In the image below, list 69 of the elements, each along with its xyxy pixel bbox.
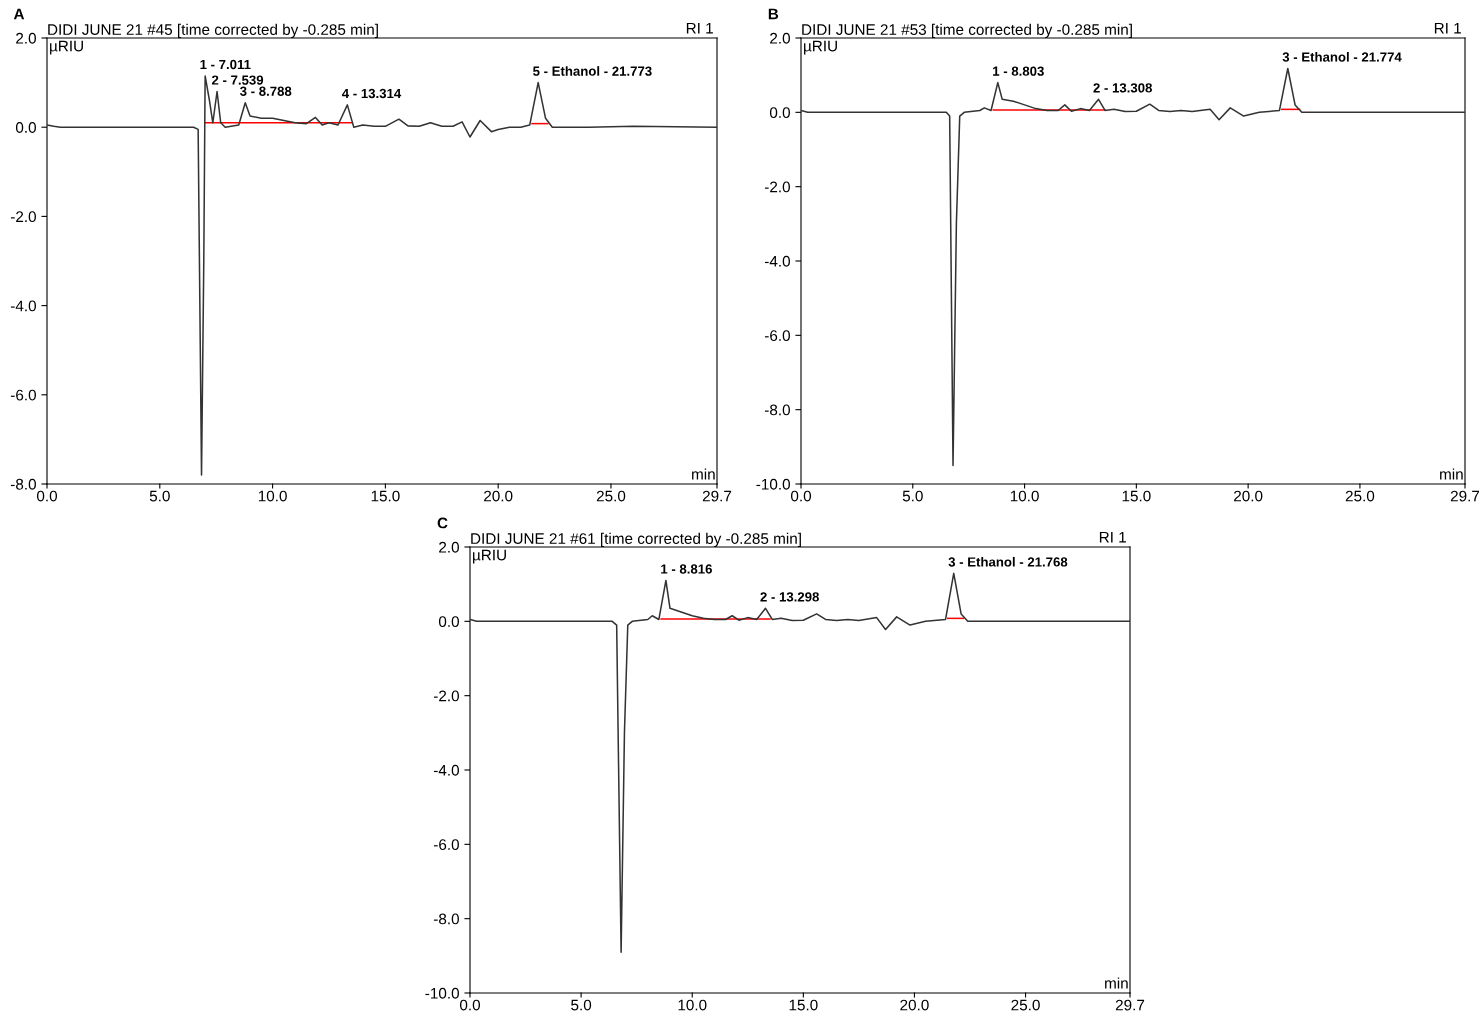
annotation: 2 - 13.308 (1093, 83, 1152, 93)
x-tick-label: 15.0 (1122, 490, 1151, 502)
x-tick-label: 25.0 (1345, 490, 1375, 502)
x-tick-label: 29.7 (702, 490, 732, 502)
annotation: 2 - 13.298 (760, 592, 819, 602)
text: RI 1 (1434, 22, 1461, 34)
x-tick-label: 10.0 (678, 999, 707, 1011)
x-tick-label: 5.0 (902, 490, 923, 502)
x-tick-label: 20.0 (484, 490, 513, 502)
x-tick-label: 15.0 (789, 999, 818, 1011)
text: B (768, 8, 779, 20)
x-tick-label: 0.0 (459, 999, 481, 1011)
x-axis-title: min (1105, 977, 1128, 989)
text: A (13, 8, 25, 20)
y-tick-label: -4.0 (10, 300, 36, 312)
annotation: 2 - 7.539 (211, 75, 264, 85)
annotation: 1 - 8.803 (993, 66, 1044, 76)
x-tick-label: 10.0 (258, 490, 287, 502)
annotation: 3 - Ethanol - 21.768 (948, 556, 1068, 567)
y-tick-label: -4.0 (433, 764, 459, 776)
y-axis-title: µRIU (50, 40, 83, 55)
x-axis-title: min (692, 468, 715, 480)
x-tick-label: 5.0 (571, 999, 592, 1011)
y-tick-label: -10.0 (756, 478, 790, 490)
chart-title: DIDI JUNE 21 #61 [time corrected by -0.285 min] (471, 532, 801, 547)
x-tick-label: 20.0 (900, 999, 929, 1011)
line-series (801, 67, 1465, 467)
y-tick-label: -4.0 (764, 255, 790, 267)
x-tick-label: 5.0 (149, 490, 170, 502)
y-tick-label: -8.0 (433, 913, 459, 925)
text: C (437, 517, 448, 529)
line-series (470, 572, 1130, 953)
y-tick-label: -2.0 (433, 690, 459, 702)
y-tick-label: 0.0 (15, 122, 36, 133)
annotation: 4 - 13.314 (341, 88, 402, 99)
x-tick-label: 25.0 (1011, 999, 1040, 1011)
annotation: 1 - 7.011 (200, 59, 251, 70)
x-axis-title: min (1440, 468, 1463, 480)
y-axis-title: µRIU (473, 549, 506, 564)
chart-title: DIDI JUNE 21 #45 [time corrected by -0.285 min] (48, 23, 378, 38)
x-tick-label: 0.0 (790, 490, 812, 502)
text: RI 1 (1099, 531, 1126, 543)
x-tick-label: 29.7 (1450, 490, 1479, 502)
x-tick-label: 10.0 (1010, 490, 1039, 502)
y-tick-label: -6.0 (433, 839, 459, 851)
y-axis-title: µRIU (804, 40, 837, 55)
annotation: 1 - 8.816 (661, 564, 712, 574)
x-tick-label: 20.0 (1234, 490, 1263, 502)
chart-title: DIDI JUNE 21 #53 [time corrected by -0.285 min] (802, 23, 1132, 38)
y-tick-label: 2.0 (16, 32, 36, 44)
y-tick-label: -8.0 (10, 478, 36, 490)
annotation: 3 - 8.788 (240, 86, 292, 96)
y-tick-label: 2.0 (770, 32, 790, 44)
y-tick-label: -2.0 (764, 181, 790, 193)
x-tick-label: 29.7 (1115, 999, 1145, 1011)
y-tick-label: 0.0 (769, 107, 790, 119)
y-tick-label: -8.0 (764, 404, 790, 416)
x-tick-label: 25.0 (596, 490, 626, 502)
x-tick-label: 15.0 (371, 490, 400, 502)
annotation: 5 - Ethanol - 21.773 (533, 66, 652, 76)
y-tick-label: -10.0 (425, 987, 459, 999)
y-tick-label: 0.0 (438, 616, 459, 628)
text: RI 1 (686, 22, 713, 34)
y-tick-label: -6.0 (764, 330, 790, 342)
y-tick-label: 2.0 (439, 541, 459, 553)
y-tick-label: -6.0 (10, 389, 36, 401)
x-tick-label: 0.0 (36, 490, 58, 502)
annotation: 3 - Ethanol - 21.774 (1282, 52, 1402, 62)
y-tick-label: -2.0 (10, 211, 36, 223)
